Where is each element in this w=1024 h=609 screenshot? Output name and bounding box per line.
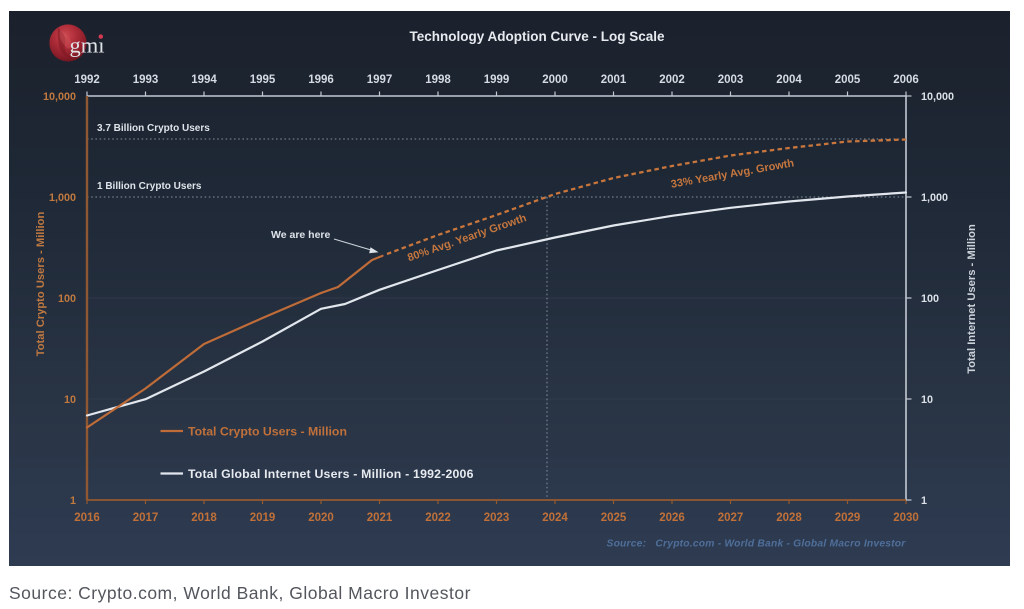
svg-text:2003: 2003 xyxy=(718,74,744,86)
svg-text:Total Global Internet Users -: Total Global Internet Users - Million - … xyxy=(188,467,474,481)
svg-text:2000: 2000 xyxy=(542,74,568,86)
svg-text:1: 1 xyxy=(70,495,76,507)
svg-text:2002: 2002 xyxy=(659,74,685,86)
svg-text:Source: Crypto.com, World Bank: Source: Crypto.com, World Bank, Global M… xyxy=(9,583,471,603)
svg-text:10: 10 xyxy=(64,394,76,406)
svg-text:1994: 1994 xyxy=(191,74,217,86)
svg-text:2025: 2025 xyxy=(601,512,627,524)
svg-text:2027: 2027 xyxy=(718,512,744,524)
svg-text:2020: 2020 xyxy=(308,512,334,524)
svg-text:2021: 2021 xyxy=(367,512,393,524)
svg-text:2029: 2029 xyxy=(835,512,861,524)
svg-text:10: 10 xyxy=(921,394,933,406)
svg-text:100: 100 xyxy=(58,293,76,305)
svg-text:1 Billion Crypto Users: 1 Billion Crypto Users xyxy=(97,181,202,192)
svg-text:3.7 Billion Crypto Users: 3.7 Billion Crypto Users xyxy=(97,123,210,134)
svg-text:2022: 2022 xyxy=(425,512,451,524)
svg-text:1: 1 xyxy=(921,495,927,507)
svg-text:Total Crypto Users - Million: Total Crypto Users - Million xyxy=(35,212,47,357)
svg-text:2026: 2026 xyxy=(659,512,685,524)
svg-text:Source: Crypto.com - World B: Source: Crypto.com - World Bank - Global… xyxy=(607,539,907,550)
svg-text:2006: 2006 xyxy=(893,74,919,86)
svg-text:2017: 2017 xyxy=(133,512,159,524)
svg-text:1993: 1993 xyxy=(133,74,159,86)
svg-text:2001: 2001 xyxy=(601,74,627,86)
svg-text:1996: 1996 xyxy=(308,74,334,86)
svg-text:2030: 2030 xyxy=(893,512,919,524)
svg-text:1998: 1998 xyxy=(425,74,451,86)
svg-text:2023: 2023 xyxy=(484,512,510,524)
svg-text:1992: 1992 xyxy=(74,74,100,86)
svg-text:1999: 1999 xyxy=(484,74,510,86)
svg-text:1,000: 1,000 xyxy=(49,192,76,204)
svg-text:100: 100 xyxy=(921,293,939,305)
svg-text:2024: 2024 xyxy=(542,512,568,524)
svg-text:Total Internet Users - Million: Total Internet Users - Million xyxy=(966,224,978,374)
svg-text:10,000: 10,000 xyxy=(921,91,954,103)
svg-text:1,000: 1,000 xyxy=(921,192,948,204)
svg-text:Total Crypto Users - Million: Total Crypto Users - Million xyxy=(188,425,347,439)
svg-text:2019: 2019 xyxy=(250,512,276,524)
svg-text:1997: 1997 xyxy=(367,74,393,86)
svg-text:2005: 2005 xyxy=(835,74,861,86)
svg-text:10,000: 10,000 xyxy=(43,91,76,103)
svg-text:Technology Adoption Curve - Lo: Technology Adoption Curve - Log Scale xyxy=(409,29,665,44)
svg-text:2028: 2028 xyxy=(776,512,802,524)
svg-text:1995: 1995 xyxy=(250,74,276,86)
svg-text:2016: 2016 xyxy=(74,512,100,524)
svg-text:We are here: We are here xyxy=(271,229,330,241)
svg-text:2018: 2018 xyxy=(191,512,217,524)
svg-text:2004: 2004 xyxy=(776,74,802,86)
